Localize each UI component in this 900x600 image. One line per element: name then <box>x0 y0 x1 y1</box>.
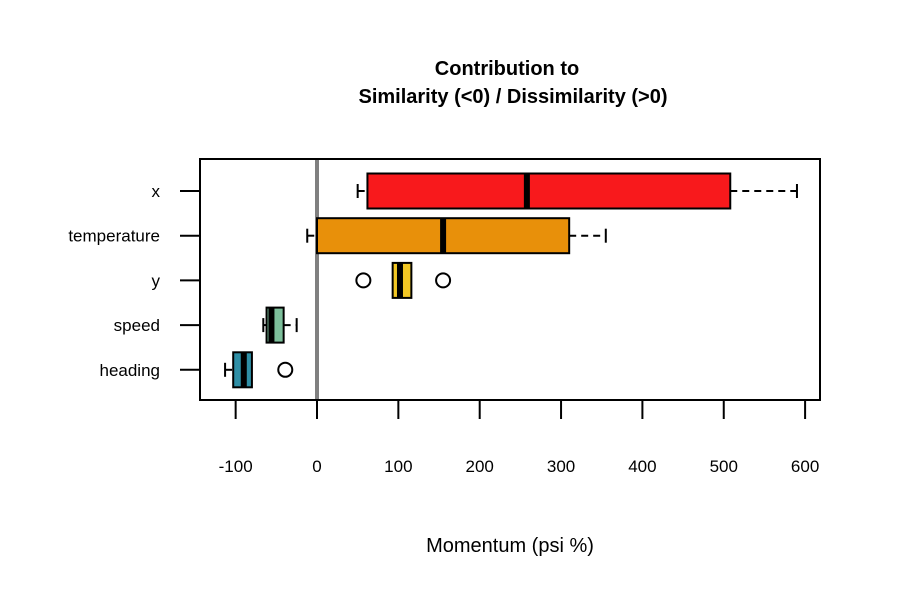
box-temperature <box>306 217 607 255</box>
plot-area <box>199 158 821 401</box>
y-axis: x temperature y speed heading <box>68 182 200 380</box>
outlier-heading-0 <box>277 361 294 378</box>
x-tick-label-7: 600 <box>791 457 819 476</box>
chart-title-line-2: Similarity (<0) / Dissimilarity (>0) <box>358 86 667 108</box>
box-x <box>356 172 798 210</box>
x-axis: -100 0 100 200 300 400 500 600 <box>219 399 819 476</box>
x-tick-label-1: 0 <box>312 457 321 476</box>
outlier-y-0 <box>355 272 372 289</box>
x-tick-label-5: 400 <box>628 457 656 476</box>
outlier-y-1 <box>435 272 452 289</box>
y-tick-label-temperature: temperature <box>68 227 160 246</box>
x-tick-label-2: 100 <box>384 457 412 476</box>
y-tick-label-x: x <box>152 182 161 201</box>
box-y <box>355 261 452 299</box>
box-speed <box>262 306 298 344</box>
box-heading <box>224 351 294 389</box>
x-tick-label-3: 200 <box>466 457 494 476</box>
box-body-x <box>366 172 732 210</box>
x-tick-label-4: 300 <box>547 457 575 476</box>
y-tick-label-speed: speed <box>114 316 160 335</box>
x-tick-label-6: 500 <box>710 457 738 476</box>
y-tick-label-heading: heading <box>99 361 160 380</box>
chart-title-line-1: Contribution to <box>435 58 579 80</box>
x-axis-label: Momentum (psi %) <box>426 535 594 557</box>
y-tick-label-y: y <box>152 271 161 290</box>
x-tick-label-0: -100 <box>219 457 253 476</box>
